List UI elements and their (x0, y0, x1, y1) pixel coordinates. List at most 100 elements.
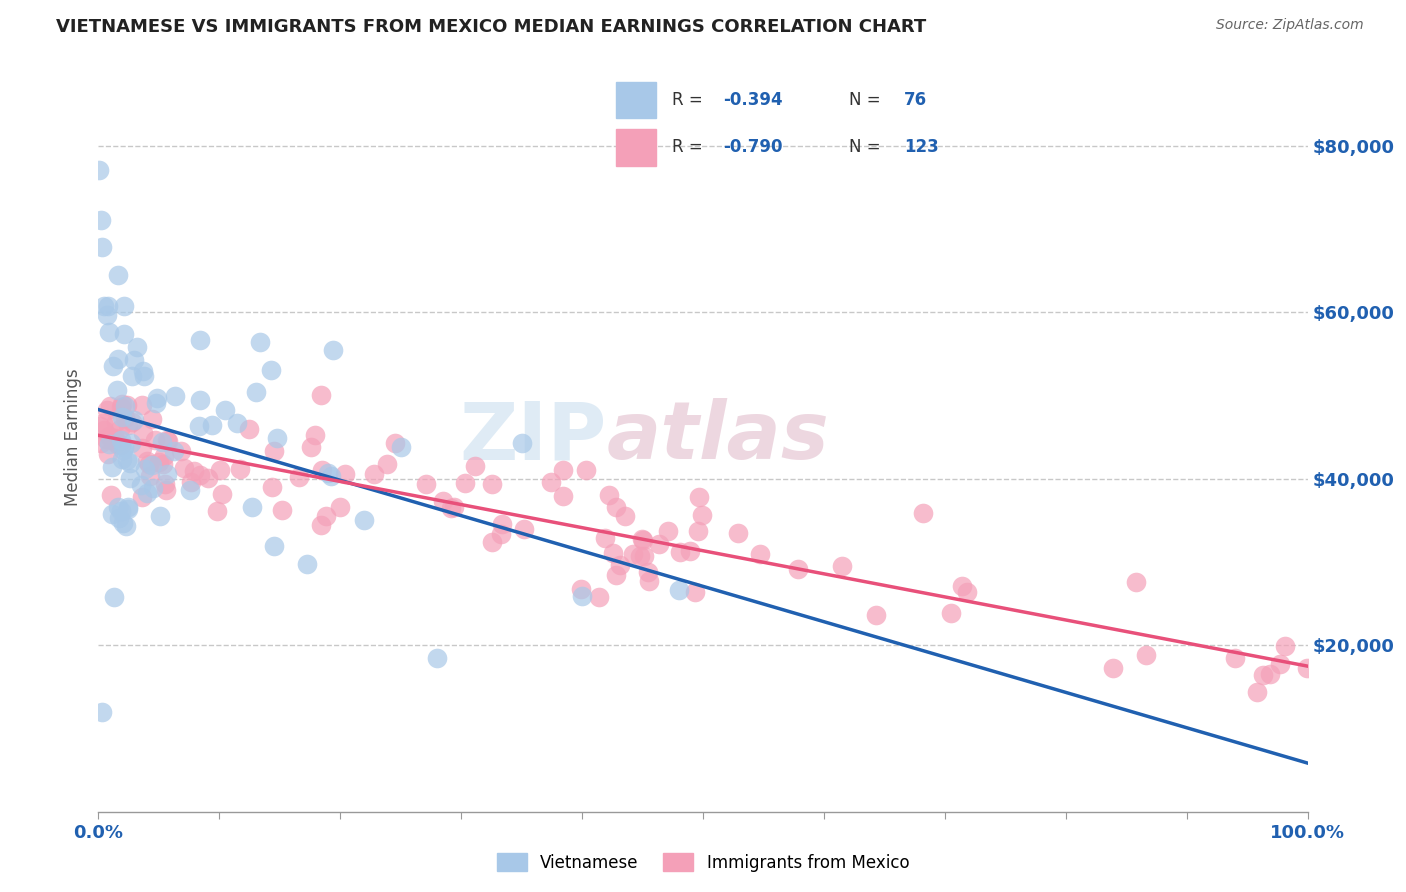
Immigrants from Mexico (229, 462, 252, 476)
Immigrants from Mexico (100, 488, 122, 502)
Vietnamese (188, 393, 211, 408)
Immigrants from Mexico (553, 463, 575, 477)
Text: -0.394: -0.394 (723, 91, 782, 109)
Immigrants from Mexico (131, 398, 153, 412)
Immigrants from Mexico (131, 490, 153, 504)
Immigrants from Mexico (688, 490, 710, 504)
Vietnamese (316, 467, 339, 481)
Immigrants from Mexico (173, 461, 195, 475)
Immigrants from Mexico (605, 500, 627, 515)
Immigrants from Mexico (97, 429, 120, 443)
Immigrants from Mexico (148, 455, 170, 469)
Vietnamese (141, 458, 163, 473)
Text: Source: ZipAtlas.com: Source: ZipAtlas.com (1216, 18, 1364, 32)
Immigrants from Mexico (605, 567, 627, 582)
Immigrants from Mexico (1135, 648, 1157, 663)
Immigrants from Mexico (270, 503, 292, 517)
Immigrants from Mexico (614, 509, 637, 524)
Vietnamese (101, 359, 124, 374)
Vietnamese (353, 512, 375, 526)
Immigrants from Mexico (1223, 650, 1246, 665)
Immigrants from Mexico (143, 433, 166, 447)
Immigrants from Mexico (211, 487, 233, 501)
Vietnamese (107, 500, 129, 515)
Vietnamese (111, 410, 134, 425)
Immigrants from Mexico (183, 465, 205, 479)
Vietnamese (240, 500, 263, 515)
Vietnamese (115, 453, 138, 467)
Text: N =: N = (849, 91, 886, 109)
Immigrants from Mexico (131, 442, 153, 456)
Vietnamese (96, 308, 118, 322)
Vietnamese (103, 590, 125, 604)
Immigrants from Mexico (111, 397, 134, 411)
Vietnamese (260, 363, 283, 377)
Immigrants from Mexico (96, 403, 118, 417)
Immigrants from Mexico (117, 398, 139, 412)
Immigrants from Mexico (956, 584, 979, 599)
Immigrants from Mexico (180, 475, 202, 489)
Text: atlas: atlas (606, 398, 830, 476)
Immigrants from Mexico (139, 468, 162, 483)
Immigrants from Mexico (105, 415, 128, 429)
Vietnamese (129, 478, 152, 492)
Vietnamese (118, 456, 141, 470)
Immigrants from Mexico (593, 531, 616, 545)
Immigrants from Mexico (335, 467, 357, 481)
Immigrants from Mexico (939, 606, 962, 620)
Text: N =: N = (849, 138, 886, 156)
Text: 123: 123 (904, 138, 939, 156)
Vietnamese (117, 501, 139, 516)
Immigrants from Mexico (575, 463, 598, 477)
Immigrants from Mexico (315, 508, 337, 523)
Vietnamese (214, 403, 236, 417)
Vietnamese (122, 352, 145, 367)
Immigrants from Mexico (491, 517, 513, 532)
Immigrants from Mexico (950, 579, 973, 593)
Immigrants from Mexico (93, 423, 115, 437)
Immigrants from Mexico (631, 533, 654, 548)
Immigrants from Mexico (363, 467, 385, 481)
Text: 76: 76 (904, 91, 927, 109)
Immigrants from Mexico (748, 547, 770, 561)
Vietnamese (132, 368, 155, 383)
Vietnamese (135, 486, 157, 500)
Vietnamese (263, 539, 285, 553)
Immigrants from Mexico (551, 489, 574, 503)
Vietnamese (100, 507, 122, 521)
Vietnamese (165, 389, 187, 403)
Immigrants from Mexico (688, 524, 710, 539)
Vietnamese (668, 582, 690, 597)
Immigrants from Mexico (648, 537, 671, 551)
Immigrants from Mexico (299, 440, 322, 454)
Immigrants from Mexico (121, 415, 143, 429)
Immigrants from Mexico (105, 437, 128, 451)
Immigrants from Mexico (304, 427, 326, 442)
Vietnamese (322, 343, 344, 357)
Text: ZIP: ZIP (458, 398, 606, 476)
Immigrants from Mexico (263, 444, 285, 458)
Immigrants from Mexico (110, 438, 132, 452)
Vietnamese (105, 383, 128, 397)
Immigrants from Mexico (831, 558, 853, 573)
Immigrants from Mexico (657, 524, 679, 538)
Immigrants from Mexico (481, 535, 503, 549)
Vietnamese (111, 452, 134, 467)
Immigrants from Mexico (540, 475, 562, 489)
Immigrants from Mexico (136, 454, 159, 468)
Immigrants from Mexico (97, 447, 120, 461)
Vietnamese (319, 468, 342, 483)
Immigrants from Mexico (117, 418, 139, 433)
Vietnamese (114, 399, 136, 413)
Vietnamese (124, 413, 146, 427)
Immigrants from Mexico (415, 477, 437, 491)
Immigrants from Mexico (633, 549, 655, 563)
Vietnamese (112, 440, 135, 454)
Immigrants from Mexico (865, 608, 887, 623)
Immigrants from Mexico (787, 562, 810, 576)
Immigrants from Mexico (132, 425, 155, 440)
Vietnamese (98, 437, 121, 451)
Vietnamese (188, 333, 211, 347)
Immigrants from Mexico (609, 558, 631, 573)
Vietnamese (107, 511, 129, 525)
